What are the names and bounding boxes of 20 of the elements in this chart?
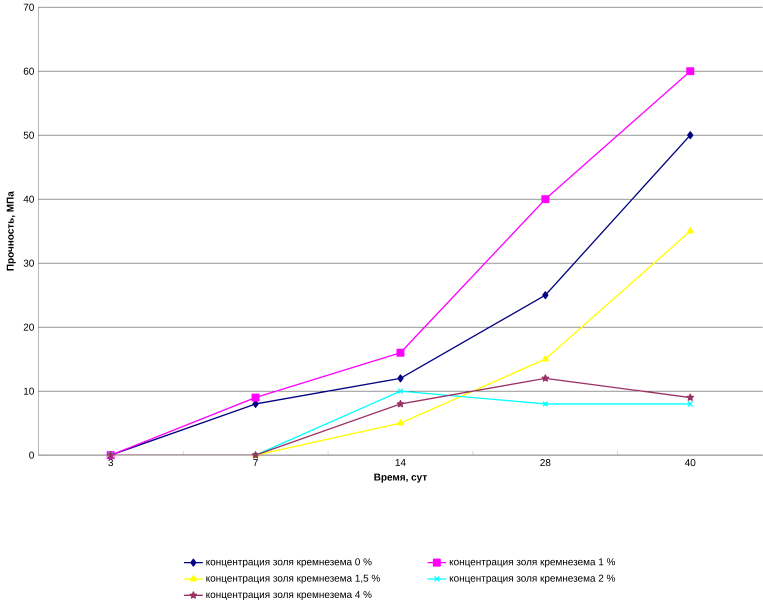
- x-axis-title: Время, сут: [374, 474, 427, 483]
- legend-label: концентрация золя кремнезема 1 %: [450, 558, 616, 568]
- y-tick-label: 20: [24, 324, 34, 331]
- x-tick-label: 28: [540, 459, 550, 466]
- x-tick-label: 40: [684, 459, 696, 466]
- y-tick-label: 40: [23, 196, 34, 203]
- y-tick-label: 30: [24, 260, 34, 267]
- legend-label: концентрация золя кремнезема 1,5 %: [206, 574, 380, 584]
- legend-label: концентрация золя кремнезема 0 %: [206, 558, 372, 568]
- x-tick-label: 14: [396, 459, 406, 466]
- y-tick-label: 0: [29, 452, 34, 459]
- y-axis-title: Прочность, МПа: [6, 191, 16, 270]
- legend-label: концентрация золя кремнезема 4 %: [206, 591, 372, 600]
- legend-label: концентрация золя кремнезема 2 %: [450, 574, 616, 584]
- y-tick-label: 50: [24, 132, 34, 139]
- y-tick-label: 70: [24, 4, 34, 11]
- x-tick-label: 7: [253, 459, 258, 466]
- y-tick-label: 10: [24, 388, 34, 395]
- y-tick-label: 60: [24, 68, 34, 75]
- x-tick-label: 3: [108, 459, 114, 466]
